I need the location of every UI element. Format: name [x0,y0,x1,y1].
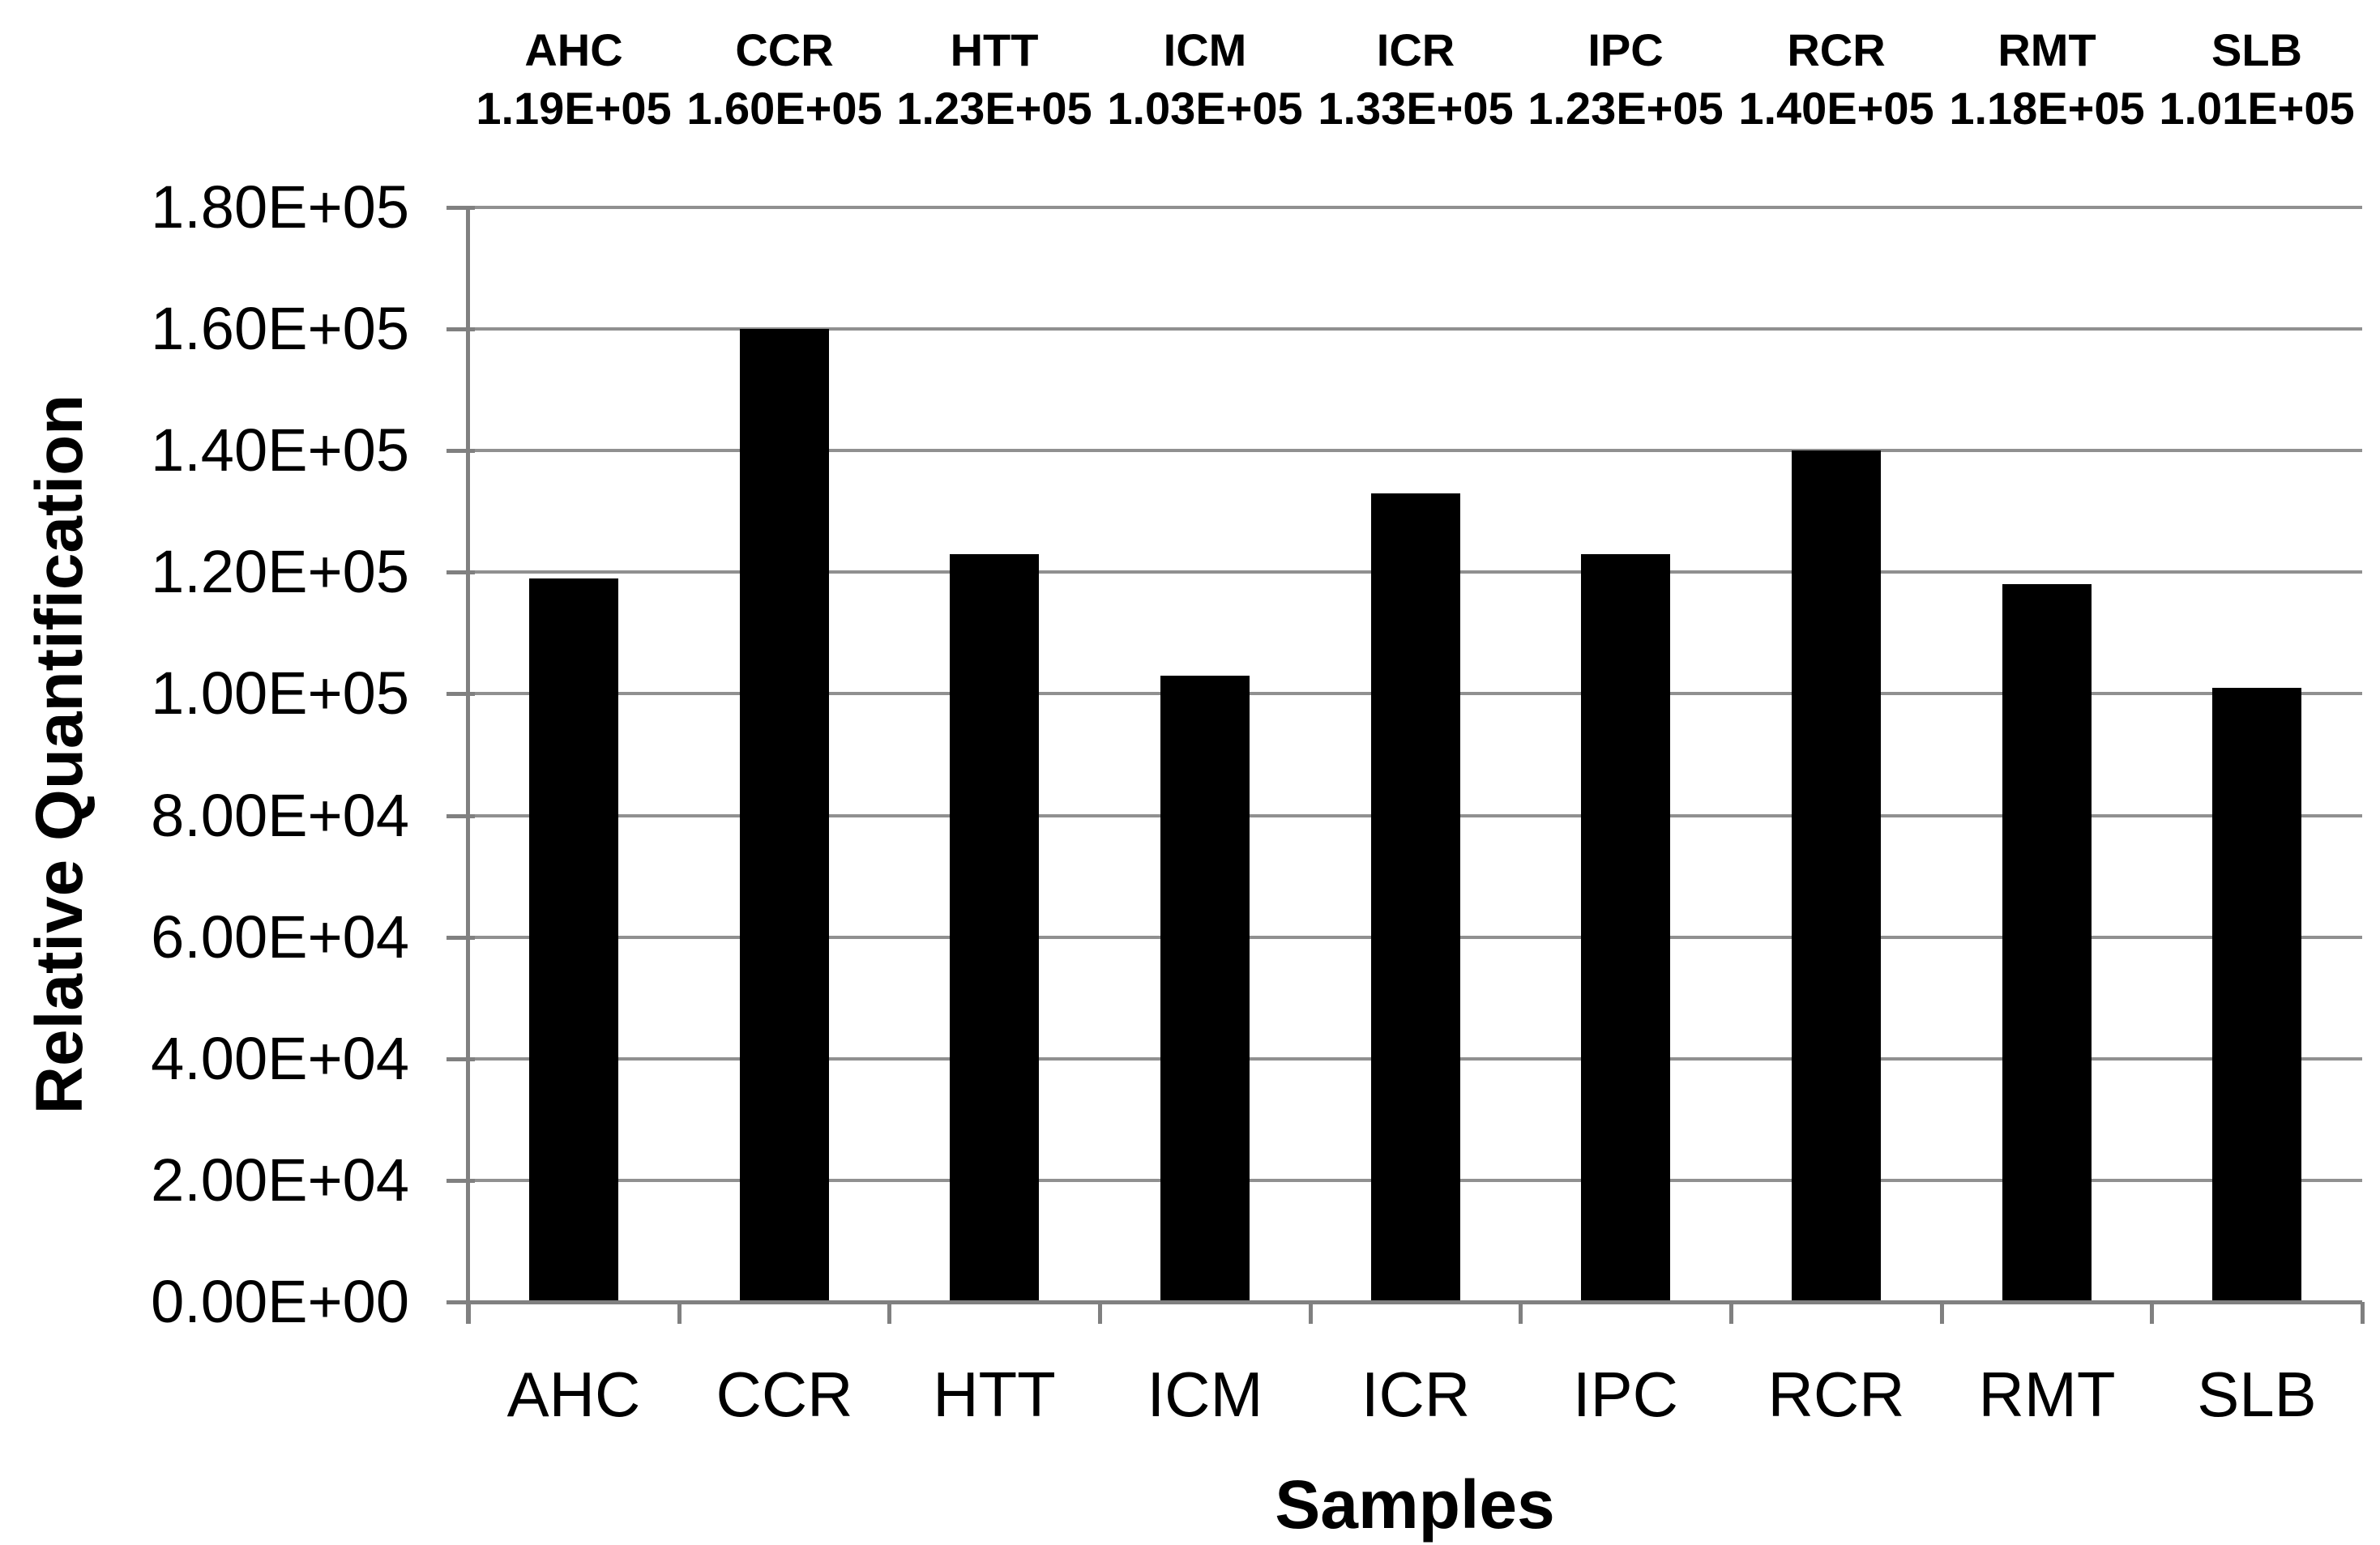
bar-rcr [1792,450,1881,1302]
x-tick [887,1302,891,1324]
y-tick [447,1178,475,1183]
y-tick-label: 1.00E+05 [151,659,409,728]
header-sample-name-rmt: RMT [1998,24,2096,75]
y-tick [447,206,475,210]
x-tick-label-rmt: RMT [1978,1359,2116,1430]
x-tick-label-icr: ICR [1361,1359,1471,1430]
header-sample-name-icm: ICM [1163,24,1247,75]
x-tick-label-ahc: AHC [506,1359,641,1430]
x-tick [2150,1302,2154,1324]
x-tick [2361,1302,2365,1324]
y-tick [447,813,475,818]
gridline [468,449,2362,453]
bar-rmt [2002,584,2092,1302]
x-tick [1940,1302,1944,1324]
bar-ipc [1581,554,1670,1302]
y-tick-label: 0.00E+00 [151,1268,409,1335]
y-tick [447,692,475,697]
x-tick-label-htt: HTT [933,1359,1056,1430]
header-sample-value-rmt: 1.18E+05 [1949,83,2145,134]
y-tick-label: 1.20E+05 [151,538,409,606]
x-tick [1309,1302,1313,1324]
gridline [468,206,2362,209]
y-tick-label: 6.00E+04 [151,903,409,971]
header-sample-name-ahc: AHC [524,24,623,75]
y-tick-label: 2.00E+04 [151,1146,409,1214]
x-tick-label-ipc: IPC [1572,1359,1679,1430]
header-sample-value-ccr: 1.60E+05 [686,83,882,134]
header-sample-name-ccr: CCR [735,24,834,75]
header-sample-name-slb: SLB [2211,24,2302,75]
x-tick [467,1302,471,1324]
bar-icm [1160,676,1250,1302]
y-tick-label: 4.00E+04 [151,1024,409,1092]
y-tick [447,449,475,454]
x-tick-label-ccr: CCR [716,1359,853,1430]
header-sample-name-ipc: IPC [1587,24,1664,75]
x-tick [1519,1302,1523,1324]
y-tick [447,1056,475,1061]
y-tick [447,1300,475,1304]
x-tick [677,1302,682,1324]
header-sample-value-ipc: 1.23E+05 [1528,83,1724,134]
x-tick-label-rcr: RCR [1767,1359,1905,1430]
header-sample-name-icr: ICR [1376,24,1455,75]
x-tick [1729,1302,1733,1324]
y-axis-line [466,207,470,1324]
gridline [468,327,2362,331]
bar-ccr [740,329,829,1302]
y-axis-title: Relative Quantification [23,394,96,1115]
x-tick-label-icm: ICM [1147,1359,1263,1430]
header-sample-name-rcr: RCR [1787,24,1886,75]
header-sample-value-icm: 1.03E+05 [1107,83,1303,134]
y-tick-label: 8.00E+04 [151,781,409,849]
header-sample-value-ahc: 1.19E+05 [476,83,672,134]
header-sample-name-htt: HTT [950,24,1039,75]
x-tick-label-slb: SLB [2197,1359,2317,1430]
x-axis-line [468,1300,2362,1304]
bar-slb [2212,688,2301,1302]
y-tick [447,327,475,332]
header-sample-value-slb: 1.01E+05 [2159,83,2355,134]
y-tick [447,935,475,940]
header-sample-value-htt: 1.23E+05 [896,83,1092,134]
bar-ahc [529,578,618,1302]
y-tick-label: 1.80E+05 [151,173,409,241]
y-tick-label: 1.40E+05 [151,416,409,484]
x-tick [1098,1302,1102,1324]
y-tick-label: 1.60E+05 [151,295,409,363]
x-axis-title: Samples [1275,1466,1555,1543]
y-tick [447,570,475,575]
header-sample-value-rcr: 1.40E+05 [1738,83,1934,134]
bar-icr [1371,493,1460,1302]
bar-htt [950,554,1039,1302]
header-sample-value-icr: 1.33E+05 [1318,83,1514,134]
